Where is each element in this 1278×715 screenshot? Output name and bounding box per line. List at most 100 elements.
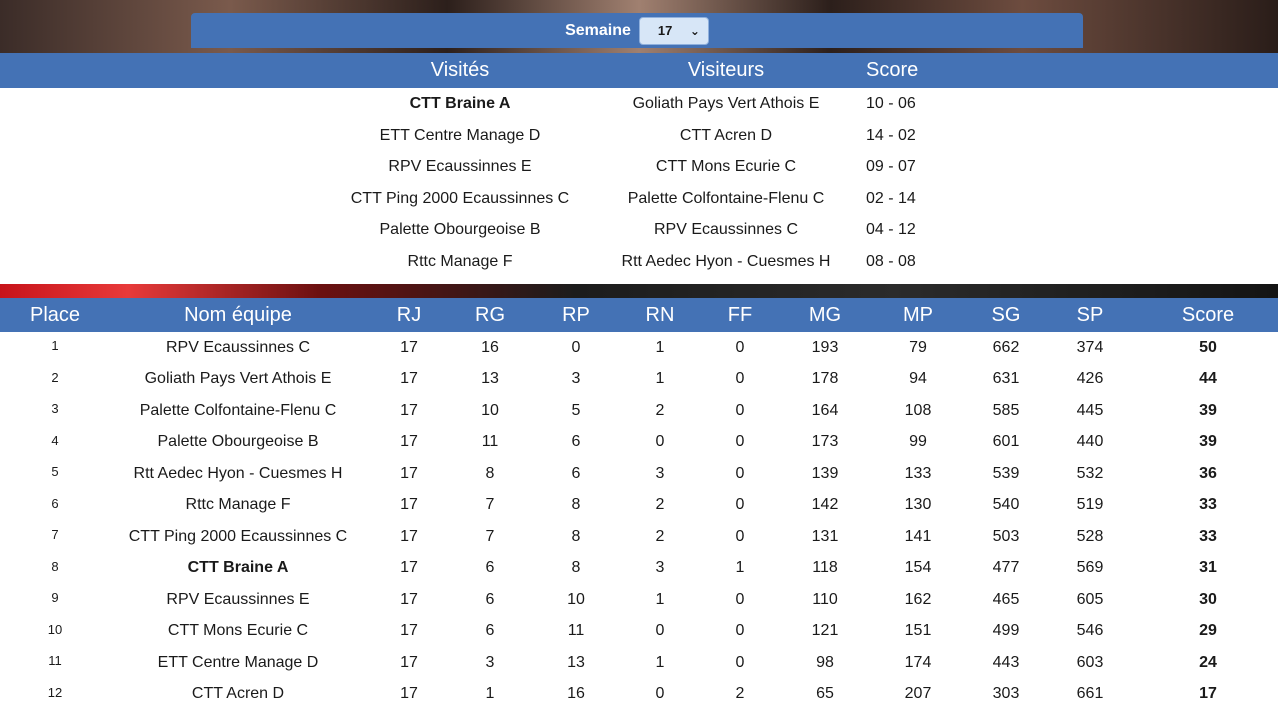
cell-mg: 178 (811, 370, 839, 388)
cell-mg: 118 (812, 559, 838, 577)
cell-rj: 17 (400, 653, 418, 671)
table-row: 6 Rttc Manage F 17 7 8 2 0 142 130 540 519 33 (0, 490, 1278, 522)
cell-ff: 0 (735, 653, 745, 671)
cell-place: 4 (51, 432, 59, 448)
cell-mp: 79 (909, 338, 927, 356)
cell-mp: 141 (904, 527, 932, 545)
cell-rg: 6 (485, 590, 495, 608)
match-home-team: Rttc Manage F (407, 252, 513, 270)
header-away: Visiteurs (687, 59, 765, 81)
cell-sg: 465 (992, 590, 1020, 608)
cell-sp: 445 (1076, 401, 1104, 419)
cell-rj: 17 (400, 622, 418, 640)
cell-place: 6 (51, 495, 59, 511)
cell-place: 8 (51, 558, 59, 574)
header-score: Score (866, 59, 919, 81)
cell-mp: 151 (904, 622, 932, 640)
cell-score: 50 (1199, 338, 1217, 356)
match-away-team: RPV Ecaussinnes C (653, 221, 799, 239)
cell-sp: 528 (1076, 527, 1104, 545)
table-row: 4 Palette Obourgeoise B 17 11 6 0 0 173 99 601 440… (0, 427, 1278, 459)
cell-place: 2 (51, 369, 59, 385)
cell-ff: 0 (735, 496, 745, 514)
cell-mg: 173 (811, 433, 839, 451)
cell-score: 39 (1199, 401, 1217, 419)
match-row: CTT Ping 2000 Ecaussinnes C Palette Colfo… (0, 183, 1278, 215)
cell-rg: 6 (485, 559, 495, 577)
cell-rg: 8 (485, 464, 495, 482)
table-row: 11 ETT Centre Manage D 17 3 13 1 0 98 174 443 603 2… (0, 647, 1278, 679)
cell-rn: 1 (655, 370, 665, 388)
cell-rp: 13 (567, 653, 585, 671)
cell-ff: 0 (735, 622, 745, 640)
cell-sp: 519 (1076, 496, 1104, 514)
standings-header-5: RN (624, 298, 696, 332)
cell-rp: 10 (567, 590, 585, 608)
cell-rj: 17 (400, 370, 418, 388)
match-row: Palette Obourgeoise B RPV Ecaussinnes C 04… (0, 214, 1278, 246)
match-row: RPV Ecaussinnes E CTT Mons Ecurie C 09 - 0… (0, 151, 1278, 183)
cell-place: 3 (51, 401, 59, 416)
cell-score: 24 (1199, 653, 1217, 671)
cell-mg: 142 (811, 496, 839, 514)
cell-rg: 16 (481, 338, 499, 356)
cell-rn: 2 (655, 496, 665, 514)
match-score: 02 - 14 (866, 189, 916, 207)
cell-score: 29 (1199, 622, 1217, 640)
cell-rj: 17 (400, 338, 418, 356)
cell-mp: 108 (904, 401, 932, 419)
cell-ff: 0 (735, 464, 745, 482)
cell-sg: 585 (992, 401, 1020, 419)
match-score: 09 - 07 (866, 158, 916, 176)
cell-sp: 661 (1076, 685, 1104, 703)
matches-list: CTT Braine A Goliath Pays Vert Athois E 10… (0, 88, 1278, 278)
week-select[interactable]: 17 ⌄ (638, 16, 709, 45)
cell-ff: 1 (735, 559, 745, 577)
header-home: Visités (430, 59, 490, 81)
cell-mp: 162 (904, 590, 932, 608)
cell-rg: 1 (485, 685, 495, 703)
week-select-value: 17 (657, 23, 673, 38)
match-away-team: Rtt Aedec Hyon - Cuesmes H (621, 252, 831, 270)
cell-place: 5 (51, 464, 59, 479)
cell-sp: 374 (1076, 338, 1104, 356)
cell-rp: 11 (567, 622, 585, 640)
cell-rn: 0 (655, 685, 665, 703)
cell-ff: 0 (735, 338, 745, 356)
cell-rn: 1 (655, 653, 665, 671)
cell-rp: 6 (571, 433, 581, 451)
matches-header: Visités Visiteurs Score (0, 53, 1278, 88)
cell-rp: 16 (567, 685, 585, 703)
match-away-team: CTT Mons Ecurie C (655, 158, 797, 176)
cell-rn: 0 (655, 622, 665, 640)
cell-mp: 154 (904, 559, 932, 577)
standings-header-1: Nom équipe (110, 298, 366, 332)
match-home-team: RPV Ecaussinnes E (388, 158, 532, 176)
table-row: 8 CTT Braine A 17 6 8 3 1 118 154 477 569 31 (0, 553, 1278, 585)
cell-team: Goliath Pays Vert Athois E (144, 370, 332, 388)
cell-rg: 7 (485, 527, 495, 545)
cell-rg: 6 (485, 622, 495, 640)
cell-team: RPV Ecaussinnes C (165, 338, 311, 356)
cell-team: CTT Ping 2000 Ecaussinnes C (128, 527, 348, 545)
cell-rp: 8 (571, 496, 581, 514)
cell-sp: 605 (1076, 590, 1104, 608)
cell-sp: 546 (1076, 622, 1104, 640)
match-home-team: CTT Ping 2000 Ecaussinnes C (350, 189, 570, 207)
cell-sg: 601 (992, 433, 1020, 451)
cell-rj: 17 (400, 527, 418, 545)
cell-mp: 207 (904, 685, 932, 703)
cell-sp: 426 (1076, 370, 1104, 388)
cell-rj: 17 (400, 433, 418, 451)
cell-sg: 539 (992, 464, 1020, 482)
standings-header-9: SG (970, 298, 1042, 332)
standings-header-11: Score (1138, 298, 1278, 332)
match-row: Rttc Manage F Rtt Aedec Hyon - Cuesmes H 0… (0, 246, 1278, 278)
cell-sg: 662 (992, 338, 1020, 356)
chevron-down-icon: ⌄ (689, 23, 700, 38)
cell-team: CTT Acren D (191, 685, 285, 703)
cell-team: RPV Ecaussinnes E (166, 590, 310, 608)
standings-header-0: Place (0, 298, 110, 332)
cell-rp: 8 (571, 559, 581, 577)
cell-score: 30 (1199, 590, 1217, 608)
